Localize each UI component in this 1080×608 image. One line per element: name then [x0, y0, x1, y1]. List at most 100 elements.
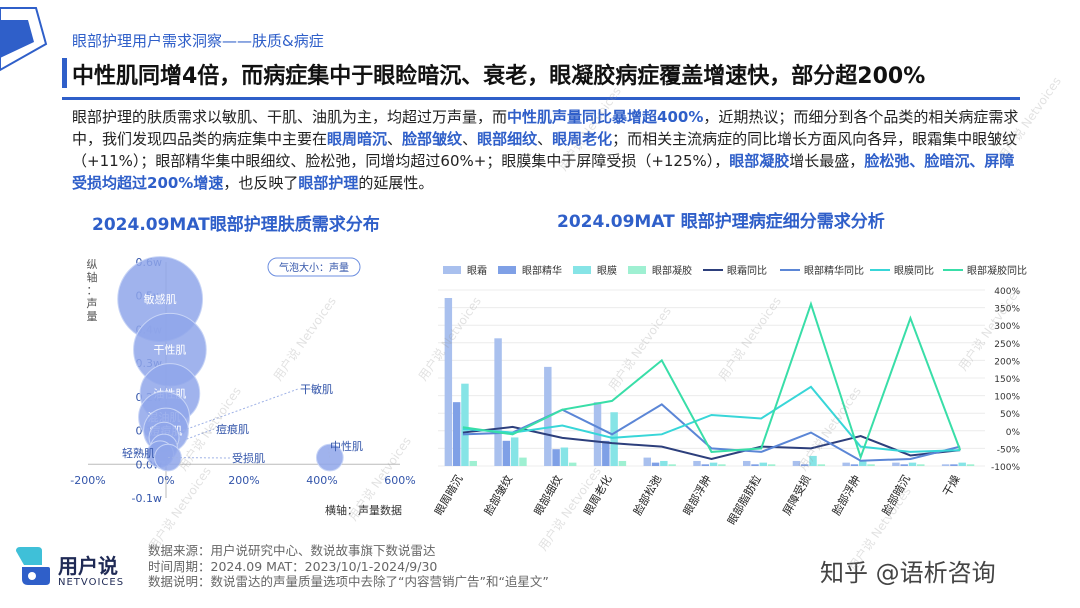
y-axis-label-char: 轴 — [87, 270, 98, 284]
bar — [660, 460, 668, 466]
bar — [602, 440, 610, 466]
legend-label: 眼部精华 — [522, 264, 562, 277]
y-right-tick-label: 250% — [994, 340, 1020, 350]
highlight-text: 眼部凝胶 — [729, 152, 790, 170]
highlight-text: 脸部皱纹 — [402, 130, 463, 148]
body-text-segment: 、 — [462, 130, 478, 148]
legend-label: 眼部凝胶 — [652, 264, 692, 277]
bar — [941, 464, 950, 466]
x-category-label: 屏障受损 — [779, 473, 813, 518]
y-right-tick-label: 300% — [994, 322, 1020, 332]
bar — [842, 462, 850, 466]
body-text-segment: 眼部护理的肤质需求以敏肌、干肌、油肌为主，均超过万声量，而 — [72, 108, 508, 126]
highlight-text: 脸松弛、脸暗沉、屏障受损均超过200%增速 — [72, 152, 1015, 192]
bubble-label: 轻熟肌 — [122, 446, 155, 460]
legend-label: 眼霜 — [467, 265, 487, 277]
y-right-tick-label: 150% — [994, 375, 1020, 385]
bubble-label: 受损肌 — [232, 451, 265, 465]
x-tick-label: 400% — [306, 474, 337, 487]
bubble-label: 敏感肌 — [144, 292, 177, 306]
footer-source: 数据来源：用户说研究中心、数说故事旗下数说雷达 — [148, 543, 436, 558]
bar — [444, 298, 453, 466]
bar — [701, 464, 710, 466]
x-category-label: 脸部松弛 — [630, 473, 664, 518]
bubble-chart-title: 2024.09MAT眼部护理肤质需求分布 — [92, 215, 380, 235]
legend-swatch — [443, 266, 461, 274]
bar — [494, 338, 502, 466]
bar — [668, 464, 676, 466]
body-text-segment: 、 — [387, 130, 403, 148]
legend-label: 眼部凝胶同比 — [967, 264, 1027, 277]
bubble-leader — [327, 445, 331, 458]
series-line — [462, 425, 961, 460]
section-subtitle: 眼部护理用户需求洞察——肤质&病症 — [72, 32, 324, 50]
bar — [510, 437, 519, 466]
x-category-label: 脸部皱纹 — [481, 473, 515, 518]
series-line — [462, 300, 962, 461]
footer-note: 数据说明：数说雷达的声量质量选项中去除了“内容营销广告”和“追星文” — [148, 574, 549, 589]
y-right-tick-label: 400% — [994, 287, 1020, 297]
bar — [461, 383, 469, 466]
series-line — [462, 385, 961, 453]
y-right-tick-label: -100% — [991, 463, 1020, 473]
bar — [643, 457, 651, 466]
y-axis-label-char: 声 — [87, 296, 98, 310]
x-tick-label: 600% — [384, 474, 415, 487]
bar — [900, 464, 908, 466]
y-right-tick-label: 100% — [994, 393, 1020, 403]
y-right-tick-label: 0% — [1006, 428, 1021, 438]
x-category-label: 眼部脂肪粒 — [724, 473, 764, 528]
y-tick-label: -0.1w — [132, 492, 162, 505]
bubble-label: 痘痕肌 — [216, 422, 249, 436]
bar — [718, 464, 726, 466]
bar — [693, 460, 701, 466]
x-category-label: 眼周暗沉 — [431, 473, 465, 518]
bar — [792, 460, 801, 466]
brand-name-en: NETVOICES — [58, 577, 125, 588]
highlight-text: 眼部细纹 — [477, 130, 538, 148]
x-axis-label: 横轴：声量数据 — [325, 503, 402, 517]
bar — [469, 460, 477, 466]
body-text-segment: ；而相关主流病症的同比增长方面风向各异，眼霜集中眼皱纹（+11%）；眼部精华集中… — [72, 130, 1018, 170]
legend-label: 眼膜 — [597, 265, 617, 277]
bubble-leader — [119, 452, 161, 455]
bar — [801, 464, 809, 466]
bar — [850, 464, 859, 466]
bar — [966, 464, 975, 466]
brand-name-cn: 用户说 — [58, 554, 118, 578]
bar — [767, 464, 776, 466]
bubble-label: 干性肌 — [153, 343, 186, 357]
x-category-label: 脸部浮肿 — [829, 473, 863, 518]
corner-decoration — [0, 7, 48, 72]
x-category-label: 眼部浮肿 — [680, 473, 714, 518]
bar — [519, 457, 527, 466]
bar — [552, 449, 560, 466]
y-right-tick-label: 350% — [994, 305, 1020, 315]
x-tick-label: 200% — [228, 474, 259, 487]
page-headline: 中性肌同增4倍，而病症集中于眼睑暗沉、衰老，眼凝胶病症覆盖增速快，部分超200% — [72, 64, 926, 89]
body-text-segment: ，也反映了 — [223, 174, 299, 192]
legend-swatch — [573, 266, 591, 274]
bar — [452, 402, 461, 466]
bar — [709, 462, 718, 466]
legend-label: 眼霜同比 — [727, 265, 767, 277]
legend-swatch — [498, 266, 516, 274]
bar — [742, 460, 751, 466]
bar — [610, 412, 618, 466]
bar — [958, 462, 966, 466]
x-tick-label: -200% — [70, 474, 105, 487]
bar — [859, 460, 867, 466]
brand-logo-icon — [16, 547, 50, 585]
highlight-text: 眼周暗沉 — [327, 130, 388, 148]
bar — [908, 462, 917, 466]
bar — [817, 464, 826, 466]
y-axis-label-char: ： — [87, 284, 98, 297]
headline-marker — [62, 58, 67, 88]
legend-swatch — [628, 266, 646, 274]
bubble-label: 干敏肌 — [300, 382, 333, 396]
y-axis-label-char: 纵 — [87, 258, 98, 271]
combo-chart-title: 2024.09MAT 眼部护理病症细分需求分析 — [557, 212, 885, 232]
summary-paragraph: 眼部护理的肤质需求以敏肌、干肌、油肌为主，均超过万声量，而中性肌声量同比暴增超4… — [72, 106, 1022, 194]
